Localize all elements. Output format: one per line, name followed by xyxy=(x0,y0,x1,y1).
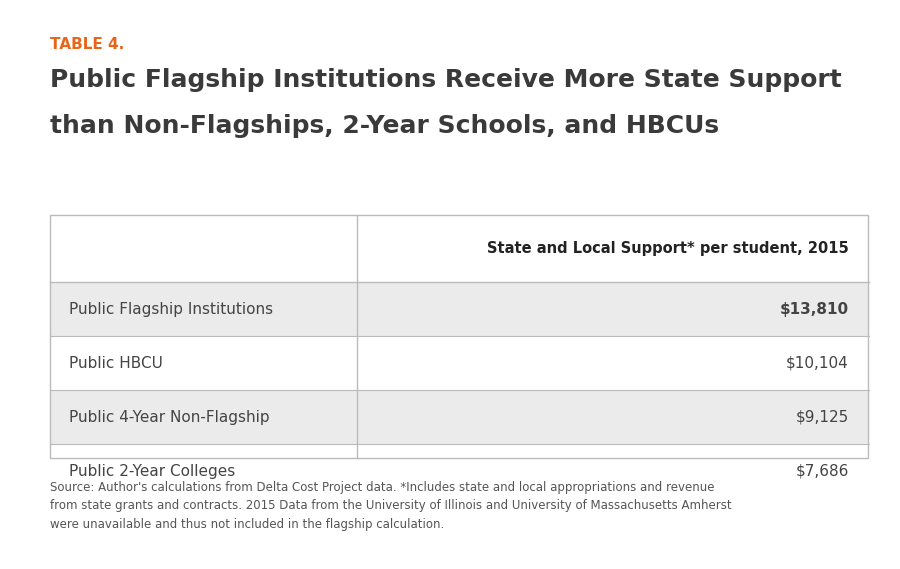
Text: Public 4-Year Non-Flagship: Public 4-Year Non-Flagship xyxy=(69,410,270,425)
Text: than Non-Flagships, 2-Year Schools, and HBCUs: than Non-Flagships, 2-Year Schools, and … xyxy=(50,114,718,138)
Text: $10,104: $10,104 xyxy=(786,356,849,371)
Text: State and Local Support* per student, 2015: State and Local Support* per student, 20… xyxy=(487,241,849,256)
Text: TABLE 4.: TABLE 4. xyxy=(50,37,124,52)
Text: Public 2-Year Colleges: Public 2-Year Colleges xyxy=(69,464,236,479)
Text: Public HBCU: Public HBCU xyxy=(69,356,163,371)
Text: $7,686: $7,686 xyxy=(796,464,849,479)
Text: Public Flagship Institutions Receive More State Support: Public Flagship Institutions Receive Mor… xyxy=(50,68,842,92)
Text: $9,125: $9,125 xyxy=(796,410,849,425)
Text: $13,810: $13,810 xyxy=(779,302,849,317)
Text: Public Flagship Institutions: Public Flagship Institutions xyxy=(69,302,274,317)
Text: Source: Author's calculations from Delta Cost Project data. *Includes state and : Source: Author's calculations from Delta… xyxy=(50,481,731,531)
